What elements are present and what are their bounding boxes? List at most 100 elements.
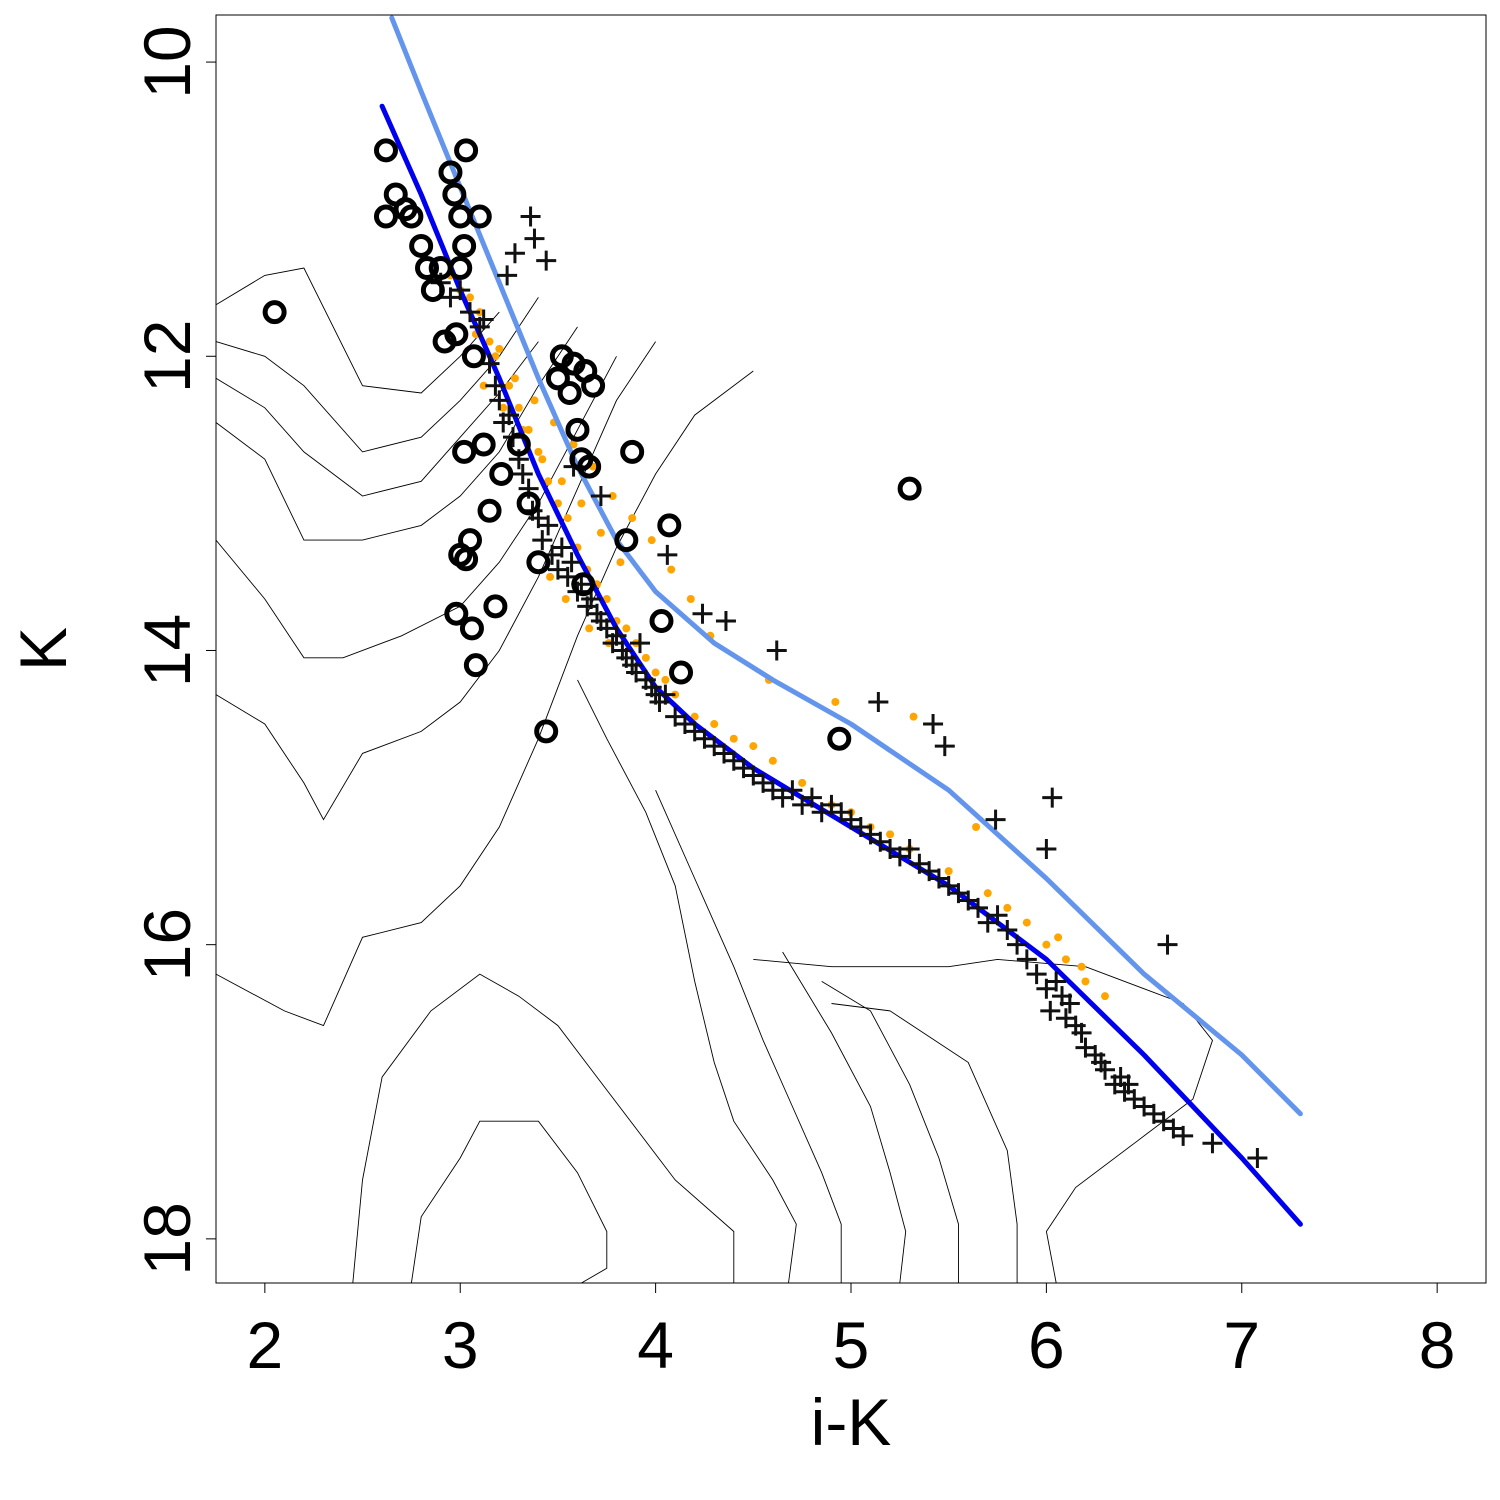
circle-marker (262, 300, 287, 325)
cross-marker (499, 405, 520, 426)
cross-marker (485, 375, 506, 396)
cross-marker (629, 633, 650, 654)
orange-point (530, 396, 539, 405)
cross-marker (968, 897, 988, 918)
cross-marker (497, 265, 518, 286)
circle-markers (262, 138, 922, 751)
cross-marker (460, 302, 480, 323)
orange-point (485, 337, 494, 346)
cross-marker (504, 243, 525, 264)
contour-line-8 (352, 973, 735, 1284)
contour-line-13 (821, 981, 959, 1283)
circle-marker (373, 204, 398, 229)
cross-marker (536, 250, 557, 271)
orange-point (596, 528, 605, 537)
cross-marker (1118, 1074, 1139, 1095)
x-tick-label: 5 (833, 1308, 870, 1382)
orange-point (495, 344, 504, 353)
cross-marker (934, 736, 955, 757)
orange-point (886, 830, 895, 839)
orange-point (544, 477, 553, 486)
cross-marker (512, 463, 533, 484)
cross-marker (1173, 1125, 1194, 1146)
cross-marker (489, 390, 510, 411)
contour-line-15 (753, 958, 1214, 1284)
orange-point (510, 374, 519, 383)
circle-marker (516, 491, 541, 516)
orange-point (1003, 903, 1012, 912)
circle-marker (463, 653, 488, 678)
orange-point (983, 889, 992, 898)
orange-point (647, 536, 656, 545)
orange-point (616, 558, 625, 567)
cross-marker (1026, 964, 1047, 985)
orange-point (608, 492, 617, 501)
circle-marker (897, 476, 922, 501)
orange-point (729, 734, 738, 743)
orange-point (798, 778, 807, 787)
cross-marker (801, 787, 822, 808)
y-tick-label: 18 (130, 1202, 204, 1275)
contour-line-4 (215, 326, 578, 541)
circle-marker (557, 381, 582, 406)
contour-line-11 (655, 790, 842, 1283)
x-tick-label: 6 (1028, 1308, 1065, 1382)
orange-point (641, 653, 650, 662)
circle-marker (373, 138, 398, 163)
x-axis: 2 3 4 5 6 7 8 (246, 1283, 1456, 1382)
circle-marker (409, 233, 434, 258)
orange-point (628, 514, 637, 523)
circle-marker (649, 609, 674, 634)
circle-marker (454, 138, 479, 163)
y-tick-label: 12 (130, 320, 204, 393)
orange-point (569, 440, 578, 449)
circle-marker (467, 204, 492, 229)
circle-marker (581, 373, 606, 398)
circle-marker (444, 322, 469, 347)
cross-marker (590, 486, 611, 507)
contour-line-7 (215, 267, 500, 394)
cross-marker (655, 684, 676, 705)
cross-marker (1046, 971, 1067, 992)
cross-marker (606, 625, 627, 646)
contour-line-10 (577, 679, 797, 1284)
circle-marker (461, 344, 486, 369)
circle-marker (571, 572, 596, 597)
cross-marker (1247, 1147, 1268, 1168)
contour-line-12 (782, 951, 907, 1284)
orange-point (909, 712, 918, 721)
orange-point (768, 756, 777, 765)
cross-marker (532, 530, 553, 551)
y-tick-label: 10 (130, 25, 204, 98)
y-axis: 10 12 14 16 18 (130, 25, 216, 1276)
circle-marker (669, 660, 694, 685)
orange-point (1081, 977, 1090, 986)
x-axis-label: i-K (811, 1385, 892, 1459)
orange-point (499, 403, 508, 412)
cross-marker (1040, 1000, 1061, 1021)
circle-marker (452, 439, 477, 464)
orange-point (710, 720, 719, 729)
orange-point (1054, 933, 1063, 942)
contour-line-14 (831, 1003, 1018, 1283)
cross-marker (1202, 1133, 1223, 1154)
circle-marker (526, 550, 551, 575)
orange-point (491, 352, 500, 361)
circle-marker (614, 528, 639, 553)
circle-marker (399, 204, 424, 229)
cross-marker (997, 919, 1018, 940)
orange-point (563, 514, 572, 523)
circle-marker (620, 439, 645, 464)
cross-marker (551, 537, 572, 558)
x-tick-label: 2 (246, 1308, 283, 1382)
circle-marker (483, 594, 508, 619)
orange-point (546, 572, 555, 581)
circle-marker (534, 719, 559, 744)
orange-point (534, 447, 543, 456)
circle-marker (444, 601, 469, 626)
x-tick-label: 8 (1419, 1308, 1456, 1382)
orange-point (1022, 918, 1031, 927)
orange-point (1061, 955, 1070, 964)
